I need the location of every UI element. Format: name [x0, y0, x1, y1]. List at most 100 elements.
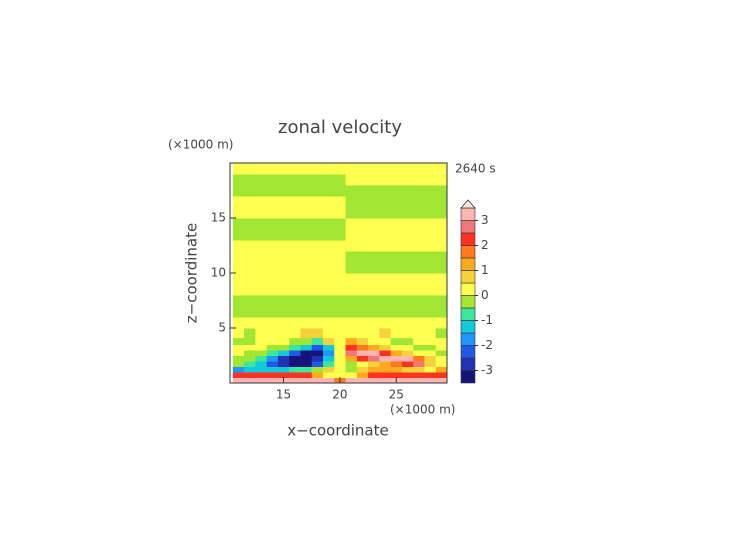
field-cell [255, 344, 268, 351]
field-cell [390, 240, 403, 252]
field-cell [323, 377, 335, 383]
field-cell [401, 328, 414, 339]
field-cell [345, 284, 358, 296]
field-cell [300, 350, 313, 356]
field-cell [334, 350, 347, 356]
field-cell [311, 355, 324, 362]
field-cell [345, 355, 358, 362]
field-cell [379, 372, 392, 378]
field-cell [255, 262, 268, 274]
field-cell [244, 196, 256, 208]
field-cell [390, 328, 403, 339]
colorbar-box [460, 232, 476, 246]
field-cell [244, 350, 256, 356]
field-cell [356, 262, 369, 274]
field-cell [311, 262, 324, 274]
field-cell [334, 240, 347, 252]
field-cell [289, 350, 301, 356]
field-cell [390, 284, 403, 296]
field-cell [266, 295, 279, 307]
field-cell [255, 372, 268, 378]
field-cell [424, 350, 437, 356]
field-cell [379, 328, 392, 339]
field-cell [379, 350, 392, 356]
field-cell [435, 306, 447, 318]
field-cell [334, 262, 347, 274]
field-cell [401, 262, 414, 274]
field-cell [356, 337, 369, 345]
field-cell [311, 273, 324, 285]
field-cell [435, 273, 447, 285]
field-cell [368, 163, 380, 175]
field-cell [232, 366, 245, 373]
field-cell [390, 337, 403, 345]
field-cell [266, 196, 279, 208]
field-cell [289, 251, 301, 263]
field-cell [356, 240, 369, 252]
field-cell [255, 196, 268, 208]
field-cell [368, 337, 380, 345]
field-cell [356, 207, 369, 219]
field-cell [289, 284, 301, 296]
field-cell [323, 317, 335, 329]
field-cell [356, 328, 369, 339]
field-cell [300, 295, 313, 307]
field-cell [334, 185, 347, 197]
field-cell [323, 361, 335, 367]
chart-title: zonal velocity [278, 117, 402, 138]
field-cell [368, 366, 380, 373]
field-cell [379, 355, 392, 362]
field-cell [323, 251, 335, 263]
field-cell [390, 306, 403, 318]
field-cell [424, 196, 437, 208]
field-cell [323, 262, 335, 274]
field-cell [413, 207, 425, 219]
field-cell [345, 229, 358, 241]
field-cell [244, 185, 256, 197]
field-cell [424, 361, 437, 367]
field-cell [334, 355, 347, 362]
field-cell [266, 372, 279, 378]
field-cell [334, 328, 347, 339]
field-cell [311, 229, 324, 241]
field-cell [368, 218, 380, 230]
colorbar-tick-label: -3 [481, 363, 493, 377]
field-cell [289, 207, 301, 219]
field-cell [311, 337, 324, 345]
field-cell [289, 229, 301, 241]
field-cell [379, 262, 392, 274]
field-cell [255, 361, 268, 367]
field-cell [401, 207, 414, 219]
field-cell [379, 344, 392, 351]
field-cell [300, 377, 313, 383]
field-cell [232, 240, 245, 252]
field-cell [368, 344, 380, 351]
field-cell [334, 361, 347, 367]
field-cell [311, 328, 324, 339]
field-cell [413, 262, 425, 274]
field-cell [435, 196, 447, 208]
field-cell [345, 344, 358, 351]
field-cell [379, 337, 392, 345]
field-cell [379, 196, 392, 208]
field-cell [244, 372, 256, 378]
field-cell [277, 350, 290, 356]
field-cell [424, 207, 437, 219]
field-cell [232, 218, 245, 230]
field-cell [266, 284, 279, 296]
y-tick-label: 10 [211, 266, 226, 280]
field-cell [356, 355, 369, 362]
field-cell [232, 355, 245, 362]
field-cell [368, 328, 380, 339]
field-cell [277, 163, 290, 175]
field-cell [244, 240, 256, 252]
colorbar-box [460, 320, 476, 334]
field-cell [345, 185, 358, 197]
field-cell [300, 240, 313, 252]
field-cell [401, 174, 414, 186]
field-cell [368, 372, 380, 378]
field-cell [424, 377, 437, 383]
field-cell [311, 218, 324, 230]
field-cell [300, 361, 313, 367]
